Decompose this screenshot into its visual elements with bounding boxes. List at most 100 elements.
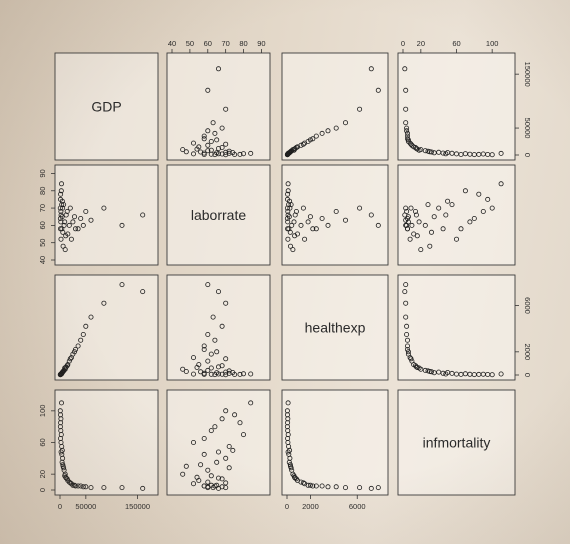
panel-healthexp-GDP xyxy=(54,274,159,381)
point-laborrate-GDP-38 xyxy=(58,212,64,218)
point-healthexp-laborrate-31 xyxy=(212,372,218,378)
panel-laborrate-infmortality xyxy=(397,164,516,266)
y-tick-label-right-healthexp-0: 0 xyxy=(523,373,532,377)
x-tick-label-bottom-GDP-1: 50000 xyxy=(75,502,96,511)
point-healthexp-laborrate-32 xyxy=(201,371,207,377)
point-GDP-infmortality-38 xyxy=(443,151,449,157)
point-laborrate-GDP-14 xyxy=(58,188,64,194)
point-laborrate-GDP-6 xyxy=(70,219,76,225)
point-laborrate-healthexp-26 xyxy=(285,208,291,214)
point-GDP-healthexp-15 xyxy=(298,142,304,148)
point-GDP-healthexp-37 xyxy=(286,150,292,156)
point-GDP-healthexp-19 xyxy=(375,87,381,93)
x-tick-label-top-laborrate-5: 90 xyxy=(257,39,265,48)
point-GDP-healthexp-7 xyxy=(319,130,325,136)
panel-infmortality-laborrate xyxy=(166,389,271,496)
point-infmortality-healthexp-22 xyxy=(302,481,308,487)
point-infmortality-laborrate-3 xyxy=(205,467,211,473)
point-GDP-healthexp-36 xyxy=(287,150,293,156)
point-laborrate-healthexp-28 xyxy=(307,214,313,220)
point-laborrate-infmortality-35 xyxy=(428,229,434,235)
point-GDP-laborrate-35 xyxy=(198,149,204,155)
point-GDP-infmortality-3 xyxy=(422,148,428,154)
point-healthexp-infmortality-26 xyxy=(480,371,486,377)
point-healthexp-GDP-15 xyxy=(66,358,72,364)
point-GDP-healthexp-28 xyxy=(307,137,313,143)
panel-GDP-laborrate xyxy=(166,52,271,161)
point-infmortality-GDP-16 xyxy=(83,484,89,490)
point-infmortality-laborrate-30 xyxy=(223,408,229,414)
point-GDP-laborrate-16 xyxy=(219,125,225,131)
point-infmortality-laborrate-5 xyxy=(223,455,229,461)
point-laborrate-healthexp-23 xyxy=(290,247,296,253)
point-healthexp-GDP-17 xyxy=(88,314,94,320)
panel-GDP-infmortality xyxy=(397,52,516,161)
point-laborrate-healthexp-31 xyxy=(284,215,290,221)
point-healthexp-infmortality-32 xyxy=(458,371,464,377)
point-laborrate-infmortality-24 xyxy=(425,202,431,208)
point-laborrate-infmortality-23 xyxy=(418,247,424,253)
point-infmortality-GDP-30 xyxy=(57,408,63,414)
point-GDP-laborrate-9 xyxy=(237,151,243,157)
point-healthexp-GDP-36 xyxy=(59,369,65,375)
point-infmortality-healthexp-32 xyxy=(285,435,291,441)
point-laborrate-infmortality-36 xyxy=(445,198,451,204)
point-healthexp-GDP-37 xyxy=(59,370,65,376)
point-laborrate-healthexp-38 xyxy=(285,212,291,218)
point-healthexp-infmortality-31 xyxy=(471,372,477,378)
point-GDP-laborrate-32 xyxy=(201,151,207,157)
point-laborrate-healthexp-32 xyxy=(285,226,291,232)
y-tick-label-right-GDP-0: 0 xyxy=(523,153,532,157)
point-laborrate-GDP-36 xyxy=(59,198,65,204)
point-infmortality-healthexp-28 xyxy=(307,482,313,488)
point-laborrate-infmortality-28 xyxy=(405,214,411,220)
point-healthexp-laborrate-10 xyxy=(201,346,207,352)
y-tick-label-right-GDP-1: 50000 xyxy=(523,118,532,139)
point-infmortality-laborrate-38 xyxy=(215,449,221,455)
point-GDP-laborrate-14 xyxy=(240,151,246,157)
panel-GDP-GDP xyxy=(54,52,159,161)
point-healthexp-laborrate-36 xyxy=(230,369,236,375)
point-laborrate-healthexp-14 xyxy=(285,188,291,194)
point-laborrate-healthexp-21 xyxy=(313,226,319,232)
point-GDP-infmortality-13 xyxy=(431,150,437,156)
point-infmortality-laborrate-18 xyxy=(223,485,229,491)
point-healthexp-laborrate-3 xyxy=(205,367,211,373)
point-laborrate-healthexp-16 xyxy=(333,208,339,214)
point-GDP-infmortality-30 xyxy=(489,152,495,158)
point-laborrate-GDP-21 xyxy=(75,226,81,232)
point-infmortality-healthexp-10 xyxy=(310,483,316,489)
point-infmortality-healthexp-20 xyxy=(368,485,374,491)
point-healthexp-infmortality-37 xyxy=(449,370,455,376)
point-laborrate-GDP-28 xyxy=(72,214,78,220)
point-laborrate-GDP-4 xyxy=(63,212,69,218)
point-healthexp-infmortality-38 xyxy=(443,371,449,377)
point-healthexp-infmortality-1 xyxy=(440,370,446,376)
point-laborrate-healthexp-6 xyxy=(305,219,311,225)
point-infmortality-laborrate-17 xyxy=(210,485,216,491)
point-laborrate-GDP-29 xyxy=(80,222,86,228)
point-laborrate-healthexp-22 xyxy=(302,236,308,242)
point-healthexp-laborrate-7 xyxy=(212,337,218,343)
point-laborrate-infmortality-38 xyxy=(443,212,449,218)
point-laborrate-GDP-7 xyxy=(78,215,84,221)
point-GDP-infmortality-32 xyxy=(458,151,464,157)
point-laborrate-healthexp-27 xyxy=(291,219,297,225)
panel-healthexp-healthexp xyxy=(281,274,389,381)
y-tick-label-left-laborrate-5: 90 xyxy=(38,169,47,177)
x-tick-label-top-infmortality-1: 20 xyxy=(417,39,425,48)
point-healthexp-laborrate-25 xyxy=(248,371,254,377)
point-infmortality-GDP-31 xyxy=(57,424,63,430)
point-laborrate-infmortality-30 xyxy=(489,205,495,211)
point-GDP-laborrate-39 xyxy=(194,146,200,152)
point-GDP-healthexp-34 xyxy=(300,141,306,147)
point-healthexp-infmortality-28 xyxy=(405,349,411,355)
point-GDP-laborrate-23 xyxy=(180,147,186,153)
point-infmortality-laborrate-13 xyxy=(214,459,220,465)
point-GDP-healthexp-22 xyxy=(302,140,308,146)
point-laborrate-infmortality-8 xyxy=(485,196,491,202)
point-laborrate-infmortality-5 xyxy=(436,205,442,211)
diagonal-label-healthexp: healthexp xyxy=(305,320,366,336)
point-infmortality-healthexp-26 xyxy=(285,416,291,422)
panel-laborrate-GDP xyxy=(54,164,159,266)
